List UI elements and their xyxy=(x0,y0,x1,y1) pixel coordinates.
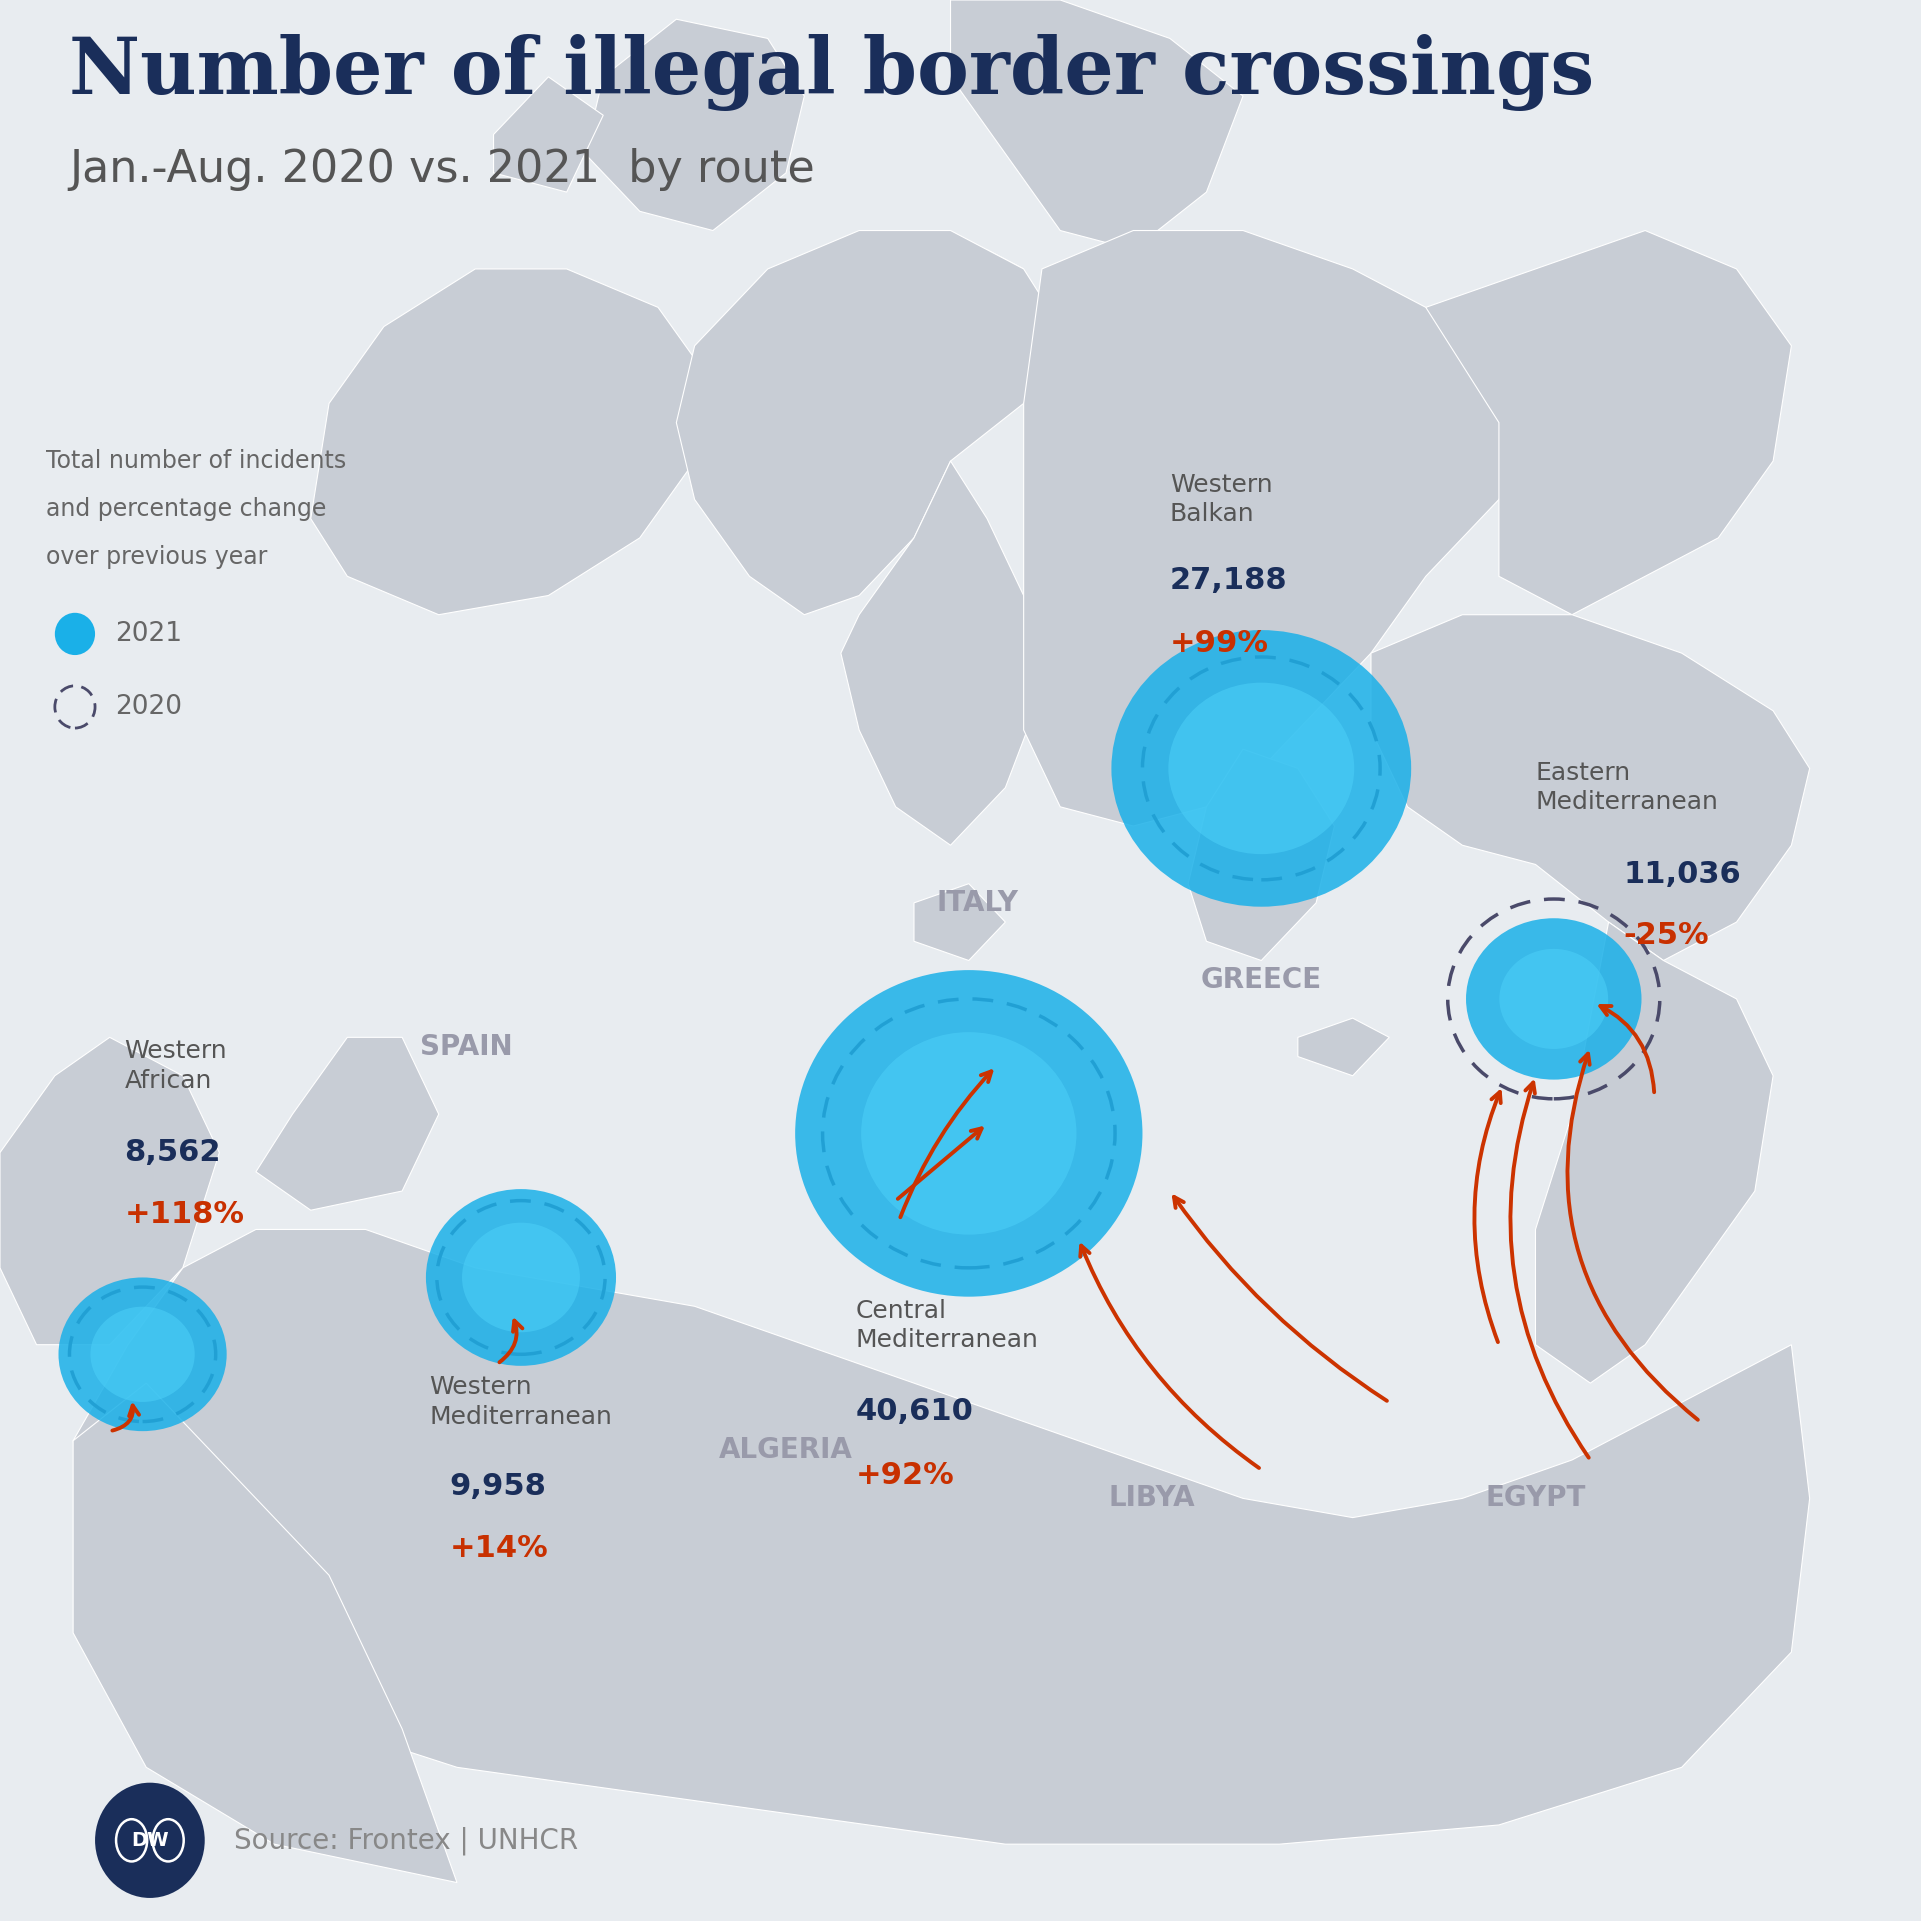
Text: Jan.-Aug. 2020 vs. 2021  by route: Jan.-Aug. 2020 vs. 2021 by route xyxy=(69,148,815,190)
Text: DW: DW xyxy=(131,1831,169,1850)
Polygon shape xyxy=(584,19,805,231)
Text: 40,610: 40,610 xyxy=(855,1397,974,1427)
Text: Source: Frontex | UNHCR: Source: Frontex | UNHCR xyxy=(234,1827,578,1854)
Polygon shape xyxy=(255,1037,438,1210)
Polygon shape xyxy=(73,1229,1810,1844)
Polygon shape xyxy=(1535,922,1773,1383)
Polygon shape xyxy=(494,77,603,192)
Ellipse shape xyxy=(795,970,1143,1297)
Text: ALGERIA: ALGERIA xyxy=(718,1437,853,1464)
Text: Western
Balkan: Western Balkan xyxy=(1170,473,1272,526)
Polygon shape xyxy=(841,461,1041,845)
Text: EGYPT: EGYPT xyxy=(1485,1485,1585,1512)
Polygon shape xyxy=(914,884,1005,960)
Text: LIBYA: LIBYA xyxy=(1108,1485,1195,1512)
Text: and percentage change: and percentage change xyxy=(46,498,327,521)
Text: 8,562: 8,562 xyxy=(125,1137,221,1168)
Circle shape xyxy=(94,1783,206,1898)
Text: SPAIN: SPAIN xyxy=(421,1033,513,1060)
Polygon shape xyxy=(951,0,1243,250)
Polygon shape xyxy=(73,1383,457,1883)
Text: ITALY: ITALY xyxy=(937,889,1018,916)
Ellipse shape xyxy=(861,1032,1076,1235)
Ellipse shape xyxy=(426,1189,617,1366)
Polygon shape xyxy=(1299,1018,1389,1076)
Ellipse shape xyxy=(1466,918,1642,1080)
Polygon shape xyxy=(676,231,1060,615)
Text: 2020: 2020 xyxy=(115,693,182,720)
Ellipse shape xyxy=(463,1222,580,1333)
Text: Central
Mediterranean: Central Mediterranean xyxy=(855,1299,1039,1352)
Text: 2021: 2021 xyxy=(115,620,182,647)
Text: Western
Mediterranean: Western Mediterranean xyxy=(430,1375,613,1429)
Polygon shape xyxy=(1591,999,1681,1057)
Text: +14%: +14% xyxy=(450,1533,547,1564)
Text: GREECE: GREECE xyxy=(1201,966,1322,993)
Polygon shape xyxy=(1024,231,1535,826)
Polygon shape xyxy=(1189,749,1335,960)
Text: over previous year: over previous year xyxy=(46,546,267,569)
Text: 27,188: 27,188 xyxy=(1170,565,1287,596)
Polygon shape xyxy=(951,250,1024,327)
Text: 11,036: 11,036 xyxy=(1623,859,1740,889)
Ellipse shape xyxy=(56,613,94,655)
Ellipse shape xyxy=(1168,682,1354,855)
Ellipse shape xyxy=(1112,630,1412,907)
Text: +99%: +99% xyxy=(1170,628,1270,659)
Text: Total number of incidents: Total number of incidents xyxy=(46,450,346,473)
Text: -25%: -25% xyxy=(1623,920,1710,951)
Text: Eastern
Mediterranean: Eastern Mediterranean xyxy=(1535,761,1719,815)
Text: Western
African: Western African xyxy=(125,1039,227,1093)
Ellipse shape xyxy=(90,1306,194,1402)
Text: 9,958: 9,958 xyxy=(450,1471,547,1502)
Ellipse shape xyxy=(58,1277,227,1431)
Text: +92%: +92% xyxy=(855,1460,955,1491)
Polygon shape xyxy=(0,1037,219,1345)
Polygon shape xyxy=(1372,615,1810,960)
Text: Number of illegal border crossings: Number of illegal border crossings xyxy=(69,35,1594,111)
Text: +118%: +118% xyxy=(125,1199,244,1229)
Polygon shape xyxy=(1425,231,1792,615)
Polygon shape xyxy=(311,269,713,615)
Ellipse shape xyxy=(1500,949,1608,1049)
